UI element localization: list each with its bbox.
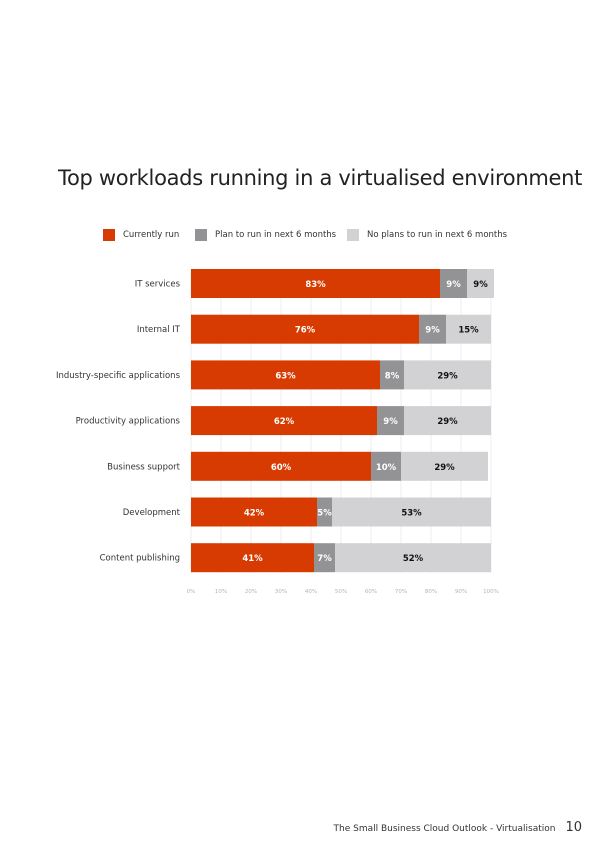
data-label: 29% [437,371,458,381]
data-label: 9% [425,326,440,336]
category-label: Content publishing [100,554,180,564]
x-tick-label: 70% [395,589,407,595]
legend-item-currently-run: Currently run [103,229,179,241]
bar-segment [419,314,446,344]
category-label: IT services [135,280,181,290]
data-label: 60% [271,463,292,473]
data-label: 52% [403,554,424,564]
category-label: Internal IT [137,325,181,335]
x-tick-label: 20% [245,589,257,595]
data-label: 76% [295,326,316,336]
legend-swatch [195,229,207,241]
bar-segment [191,360,380,390]
data-label: 9% [446,280,461,290]
bar-segment [380,360,404,390]
bar-segment [191,543,314,573]
bar-segment [401,451,488,481]
bar-segment [404,360,491,390]
data-label: 7% [317,554,332,564]
bar-segment [314,543,335,573]
legend-label: No plans to run in next 6 months [367,230,508,240]
x-tick-label: 50% [335,589,347,595]
bar-segment [191,314,419,344]
category-label: Industry-specific applications [56,371,181,381]
legend-swatch [347,229,359,241]
legend-swatch [103,229,115,241]
category-label: Business support [107,462,180,472]
category-label: Productivity applications [76,417,181,427]
bar-segment [332,497,491,527]
x-tick-label: 100% [483,589,499,595]
x-tick-label: 30% [275,589,287,595]
data-label: 10% [376,463,397,473]
data-label: 8% [385,371,400,381]
category-label: Development [123,508,181,518]
bar-segment [371,451,401,481]
data-label: 29% [434,463,455,473]
legend-label: Plan to run in next 6 months [215,230,337,240]
data-label: 15% [458,326,479,336]
data-label: 29% [437,417,458,427]
data-label: 5% [317,509,332,519]
bar-segment [317,497,332,527]
data-label: 62% [274,417,295,427]
data-label: 63% [275,371,296,381]
x-tick-label: 90% [455,589,467,595]
data-label: 41% [242,554,263,564]
bar-segment [335,543,491,573]
legend-item-plan: Plan to run in next 6 months [195,229,336,241]
x-tick-label: 10% [215,589,227,595]
footer: The Small Business Cloud Outlook - Virtu… [334,820,582,835]
data-label: 42% [244,509,265,519]
bar-segment [191,406,377,436]
data-label: 83% [305,280,326,290]
x-tick-label: 80% [425,589,437,595]
legend-item-no-plans: No plans to run in next 6 months [347,229,507,241]
page-number: 10 [565,820,582,835]
data-label: 9% [473,280,488,290]
bar-segment [467,269,494,298]
chart-title: Top workloads running in a virtualised e… [58,166,583,190]
x-tick-label: 0% [187,589,196,595]
bar-segment [404,406,491,436]
bar-segment [377,406,404,436]
data-label: 9% [383,417,398,427]
x-tick-label: 40% [305,589,317,595]
bar-segment [191,269,440,298]
bar-segment [440,269,467,298]
legend-label: Currently run [123,230,180,240]
footer-text: The Small Business Cloud Outlook - Virtu… [333,824,556,834]
x-tick-label: 60% [365,589,377,595]
data-label: 53% [401,509,422,519]
bar-segment [446,314,491,344]
bar-segment [191,451,371,481]
bar-segment [191,497,317,527]
